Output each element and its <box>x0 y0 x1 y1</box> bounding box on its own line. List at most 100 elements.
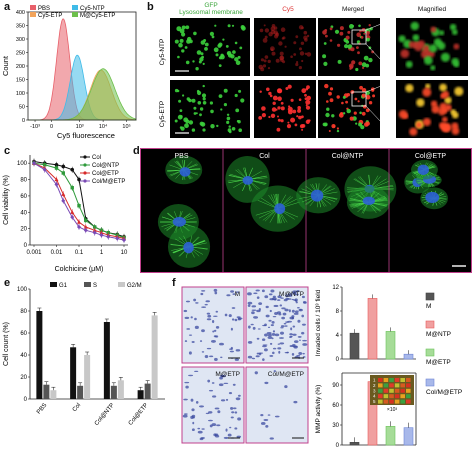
panel-f-cell <box>204 303 208 306</box>
panel-f-cell <box>201 329 205 333</box>
panel-b-vesicle <box>296 115 299 118</box>
panel-f-cell <box>232 407 237 410</box>
panel-a-xtick-label: -10³ <box>30 124 40 130</box>
panel-c-point <box>54 182 59 187</box>
panel-b-vesicle <box>179 109 183 112</box>
panel-b-vesicle <box>182 94 185 97</box>
panel-f-cell <box>234 358 240 361</box>
panel-b-vesicle <box>204 47 208 51</box>
panel-b-vesicle <box>363 55 369 61</box>
panel-f-legend-label: Col/M@ETP <box>426 389 462 396</box>
panel-f-cell <box>253 292 258 295</box>
panel-f-cell <box>215 325 220 329</box>
panel-f-cell <box>279 337 284 339</box>
panel-c-point <box>106 234 111 240</box>
panel-f-cell <box>262 345 267 348</box>
panel-f-inset-xlabel: ×10³ <box>387 407 397 413</box>
panel-b-vesicle <box>365 94 371 100</box>
panel-f-cell <box>292 290 298 294</box>
panel-letter-a: a <box>4 1 11 13</box>
panel-f-cell <box>294 310 299 314</box>
panel-e-xtick-label: PBS <box>36 402 48 415</box>
panel-f-cell <box>290 327 293 331</box>
panel-f-cell <box>280 297 284 299</box>
panel-d-nucleus <box>183 241 194 254</box>
panel-f-cell <box>260 422 266 425</box>
panel-f-cell <box>273 304 279 308</box>
panel-f-cell <box>226 294 231 297</box>
panel-b-header-cy5: Cy5 <box>282 6 294 13</box>
panel-f-cell <box>292 343 296 347</box>
panel-b-vesicle <box>325 112 330 118</box>
panel-b-vesicle <box>200 52 204 56</box>
panel-f-cell <box>212 330 215 333</box>
panel-b-vesicle <box>174 119 178 123</box>
panel-f-cell <box>230 416 234 419</box>
panel-b-vesicle <box>204 42 209 47</box>
panel-b-vesicle <box>368 57 373 63</box>
panel-b-vesicle <box>410 21 420 31</box>
panel-f-cell <box>197 430 203 434</box>
panel-f-cell <box>212 395 217 398</box>
panel-c-point <box>93 225 97 229</box>
panel-b-zoom-line <box>365 17 397 31</box>
panel-c-point <box>70 186 74 190</box>
panel-f-cell <box>280 327 284 329</box>
panel-d-tile-col-etp: Col@ETP <box>388 148 449 273</box>
panel-f-cell <box>279 331 284 335</box>
panel-b-vesicle <box>422 87 432 97</box>
panel-f-tile-label: M@NTP <box>279 291 304 298</box>
panel-e-legend-label: G2/M <box>127 283 142 289</box>
panel-b-vesicle <box>306 95 311 101</box>
panel-f-cell <box>229 348 233 350</box>
panel-f-legend-label: M@NTP <box>426 331 451 338</box>
panel-f-cell <box>186 328 191 330</box>
panel-b-vesicle <box>218 94 223 98</box>
panel-b-vesicle <box>181 49 185 53</box>
panel-f-cell <box>200 292 204 296</box>
panel-b-vesicle <box>179 126 183 129</box>
panel-b-vesicle <box>359 111 362 115</box>
panel-f-cell <box>273 370 277 373</box>
panel-f-cell <box>262 358 265 361</box>
panel-f-cell <box>227 433 232 437</box>
panel-b-vesicle <box>258 116 263 120</box>
panel-f-cell <box>269 437 274 440</box>
panel-f-cell <box>272 315 277 318</box>
panel-b-vesicle <box>179 38 184 43</box>
panel-f-cell <box>277 347 282 350</box>
panel-b-vesicle <box>346 108 351 114</box>
panel-f-cell <box>235 349 241 352</box>
panel-c-legend-marker <box>83 179 87 183</box>
panel-f-tile-m-ntp: M@NTP <box>245 286 309 364</box>
panel-b-vesicle <box>234 41 238 45</box>
panel-b-vesicle <box>361 88 367 93</box>
panel-b-vesicle <box>259 28 264 33</box>
panel-b-vesicle <box>186 97 190 101</box>
panel-f-cell <box>207 314 212 318</box>
panel-f-legend-label: M@ETP <box>426 359 451 366</box>
panel-b-vesicle <box>301 115 304 119</box>
panel-b-vesicle <box>294 123 298 127</box>
panel-f-cell <box>183 398 188 401</box>
panel-b-vesicle <box>328 91 332 96</box>
panel-f-cell <box>194 370 199 372</box>
panel-b-zoom-box <box>351 29 367 45</box>
panel-f-cell <box>255 355 260 358</box>
panel-f-cell <box>183 309 188 313</box>
panel-b-header-magnified: Magnified <box>418 6 447 13</box>
panel-b-vesicle <box>222 38 225 41</box>
panel-b-vesicle <box>210 124 215 129</box>
panel-b-vesicle <box>218 64 222 67</box>
panel-b-vesicle <box>363 32 366 35</box>
panel-b-vesicle <box>304 97 308 100</box>
panel-f-cell <box>292 333 297 336</box>
panel-b-vesicle <box>355 122 358 125</box>
panel-f-cell <box>251 311 255 315</box>
panel-f-cell <box>302 352 305 355</box>
panel-f-cell <box>247 301 253 305</box>
panel-f-cell <box>298 351 303 356</box>
panel-f-cell <box>188 374 194 377</box>
panel-c-point <box>84 218 88 223</box>
panel-f-inset-cell <box>406 388 411 393</box>
